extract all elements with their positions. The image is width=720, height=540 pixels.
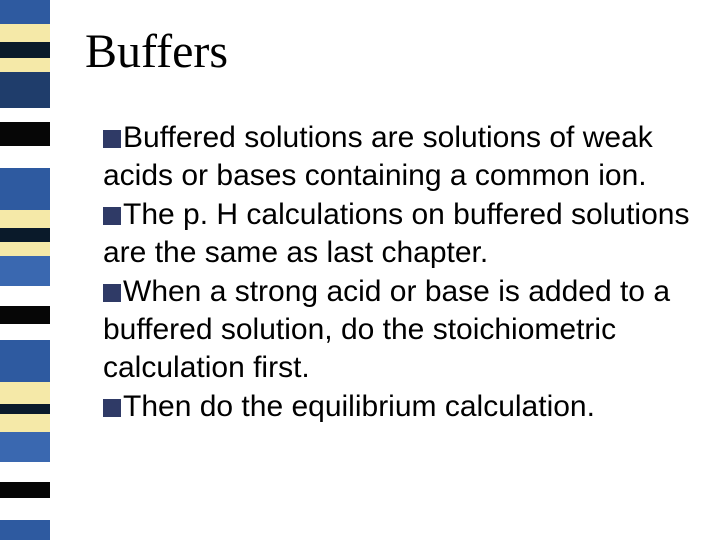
sidebar-stripe xyxy=(0,404,50,414)
decorative-sidebar xyxy=(0,0,50,540)
sidebar-stripe xyxy=(0,146,50,168)
sidebar-stripe xyxy=(0,42,50,58)
square-bullet-icon xyxy=(103,399,121,417)
sidebar-stripe xyxy=(0,286,50,306)
sidebar-stripe xyxy=(0,122,50,146)
sidebar-stripe xyxy=(0,210,50,228)
bullet-text: When a strong acid or base is added to a… xyxy=(103,275,670,385)
slide-content: Buffers Buffered solutions are solutions… xyxy=(85,24,695,426)
sidebar-stripe xyxy=(0,24,50,42)
bullet-item: Buffered solutions are solutions of weak… xyxy=(103,119,695,196)
sidebar-stripe xyxy=(0,482,50,498)
sidebar-stripe xyxy=(0,242,50,256)
sidebar-stripe xyxy=(0,324,50,340)
sidebar-stripe xyxy=(0,498,50,520)
bullet-item: When a strong acid or base is added to a… xyxy=(103,273,695,388)
sidebar-stripe xyxy=(0,414,50,432)
sidebar-stripe xyxy=(0,228,50,242)
sidebar-stripe xyxy=(0,58,50,72)
sidebar-stripe xyxy=(0,340,50,382)
sidebar-stripe xyxy=(0,382,50,404)
slide-title: Buffers xyxy=(85,24,695,79)
bullet-text: Then do the equilibrium calculation. xyxy=(123,390,595,423)
bullet-list: Buffered solutions are solutions of weak… xyxy=(103,119,695,426)
sidebar-stripe xyxy=(0,256,50,286)
square-bullet-icon xyxy=(103,130,121,148)
bullet-item: Then do the equilibrium calculation. xyxy=(103,388,695,426)
bullet-item: The p. H calculations on buffered soluti… xyxy=(103,196,695,273)
bullet-text: Buffered solutions are solutions of weak… xyxy=(103,121,653,192)
sidebar-stripe xyxy=(0,108,50,122)
sidebar-stripe xyxy=(0,306,50,324)
sidebar-stripe xyxy=(0,462,50,482)
bullet-text: The p. H calculations on buffered soluti… xyxy=(103,198,689,269)
sidebar-stripe xyxy=(0,520,50,540)
sidebar-stripe xyxy=(0,0,50,24)
square-bullet-icon xyxy=(103,284,121,302)
square-bullet-icon xyxy=(103,207,121,225)
sidebar-stripe xyxy=(0,72,50,108)
sidebar-stripe xyxy=(0,168,50,210)
sidebar-stripe xyxy=(0,432,50,462)
